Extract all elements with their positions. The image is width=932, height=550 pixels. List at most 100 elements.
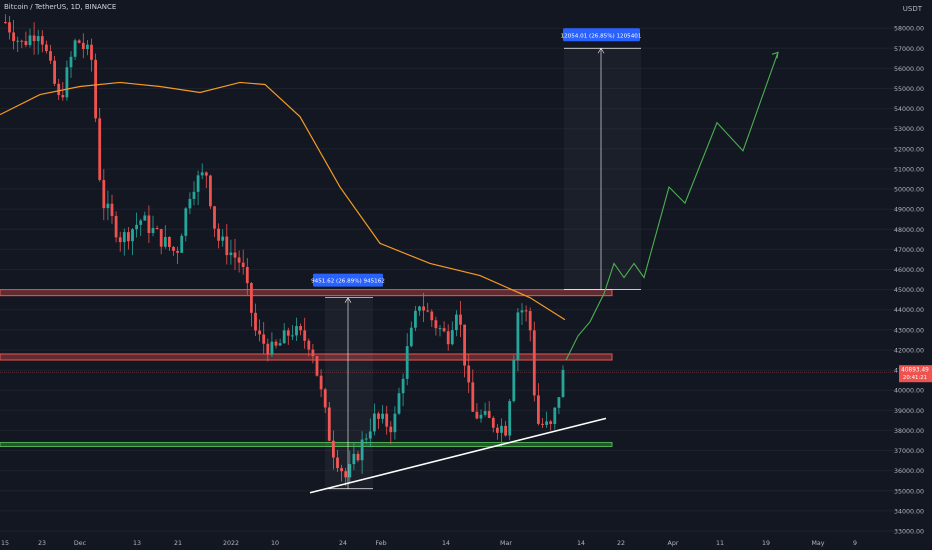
price-axis[interactable]: 33000.00 34000.00 35000.00 36000.00 37000.00… xyxy=(894,26,932,536)
candle-body xyxy=(512,359,516,402)
candle-body xyxy=(319,375,323,390)
candle-body xyxy=(254,312,257,331)
y-tick-label: 39000.00 xyxy=(894,408,924,415)
candle-body xyxy=(209,175,212,207)
candle-body xyxy=(389,426,393,433)
candle-body xyxy=(446,331,450,345)
candle-body xyxy=(204,172,208,176)
candle-body xyxy=(360,439,364,461)
candle-body xyxy=(86,44,89,50)
candle-body xyxy=(332,440,335,458)
ma-line xyxy=(0,81,566,321)
measure-large-label: 12054.01 (26.85%) 1205401 xyxy=(561,33,642,39)
candle-body xyxy=(524,310,528,312)
candle-body xyxy=(295,326,298,336)
annotations: 9451.62 (26.89%) 945162 12054.01 (26.85%)… xyxy=(309,28,779,494)
candle-body xyxy=(172,246,175,251)
candle-body xyxy=(459,314,462,325)
candle-body xyxy=(200,172,204,176)
candle-body xyxy=(135,224,138,230)
y-tick-label: 55000.00 xyxy=(894,86,924,93)
candle-body xyxy=(356,453,360,461)
candle-body xyxy=(401,378,405,394)
candle-body xyxy=(278,343,282,346)
measure-small-label: 9451.62 (26.89%) 945162 xyxy=(311,279,385,285)
measure-large-arrowhead xyxy=(597,47,605,54)
x-tick-label: 15 xyxy=(1,540,9,547)
candle-body xyxy=(500,425,503,433)
y-tick-label: 40000.00 xyxy=(894,388,924,395)
candle-body xyxy=(487,411,491,418)
y-tick-label: 46000.00 xyxy=(894,267,924,274)
candle-body xyxy=(127,232,130,242)
time-axis[interactable]: 15 23 Dec 13 21 2022 10 24 Feb 14 Mar 14 22 Apr 11 19 Ma… xyxy=(1,540,857,547)
candle-body xyxy=(467,365,471,383)
candle-body xyxy=(233,252,237,258)
candle-body xyxy=(122,232,126,243)
y-tick-label: 43000.00 xyxy=(894,327,924,334)
candle-body xyxy=(340,468,343,472)
x-tick-label: Apr xyxy=(668,540,679,547)
candle-body xyxy=(528,311,532,331)
candle-body xyxy=(479,414,483,419)
candle-body xyxy=(422,306,425,311)
projection-arrowhead xyxy=(771,51,779,59)
moving-average xyxy=(0,81,566,321)
candle-body xyxy=(262,334,266,344)
candle-body xyxy=(442,328,446,332)
candle-body xyxy=(516,312,520,360)
candle-body xyxy=(491,417,495,428)
candle-body xyxy=(118,237,122,243)
candle-body xyxy=(496,427,499,433)
candle-body xyxy=(49,51,52,61)
support-zone xyxy=(0,441,613,448)
x-tick-label: 13 xyxy=(133,540,141,547)
symbol-title[interactable]: Bitcoin / TetherUS, 1D, BINANCE xyxy=(4,3,117,11)
y-tick-label: 42000.00 xyxy=(894,347,924,354)
candle-body xyxy=(311,349,315,357)
candle-body xyxy=(471,382,475,412)
candle-body xyxy=(98,118,102,180)
candle-body xyxy=(549,421,553,424)
candle-body xyxy=(131,229,134,242)
candle-body xyxy=(299,326,302,331)
y-tick-label: 52000.00 xyxy=(894,146,924,153)
candle-body xyxy=(414,310,417,328)
candle-body xyxy=(69,56,73,68)
candle-body xyxy=(180,235,184,253)
candle-body xyxy=(229,252,233,256)
candle-body xyxy=(532,330,536,396)
y-tick-label: 37000.00 xyxy=(894,448,924,455)
x-tick-label: 10 xyxy=(271,540,279,547)
candle-body xyxy=(106,203,110,209)
candle-body xyxy=(307,340,311,350)
candle-body xyxy=(274,341,278,346)
candle-body xyxy=(397,393,401,414)
x-tick-label: 2022 xyxy=(223,540,239,547)
y-tick-label: 51000.00 xyxy=(894,166,924,173)
candle-body xyxy=(36,36,40,42)
candle-body xyxy=(483,411,487,415)
x-tick-label: 22 xyxy=(617,540,625,547)
candle-body xyxy=(65,67,69,98)
y-tick-label: 36000.00 xyxy=(894,468,924,475)
candle-body xyxy=(557,397,561,408)
candle-body xyxy=(561,369,565,398)
candle-body xyxy=(188,198,192,209)
candle-body xyxy=(520,310,524,313)
candle-body xyxy=(237,257,241,263)
candle-body xyxy=(12,32,15,42)
y-tick-label: 38000.00 xyxy=(894,428,924,435)
price-tag-bg xyxy=(899,365,932,383)
x-tick-label: 11 xyxy=(716,540,724,547)
candle-body xyxy=(344,471,348,478)
candle-body xyxy=(16,40,20,42)
candle-body xyxy=(385,413,389,427)
candle-body xyxy=(393,413,397,433)
resistance-zone-upper xyxy=(0,289,613,297)
x-tick-label: Mar xyxy=(500,540,512,547)
candle-body xyxy=(4,22,7,24)
y-tick-label: 54000.00 xyxy=(894,106,924,113)
price-tag-timer: 20:41:21 xyxy=(903,375,927,381)
